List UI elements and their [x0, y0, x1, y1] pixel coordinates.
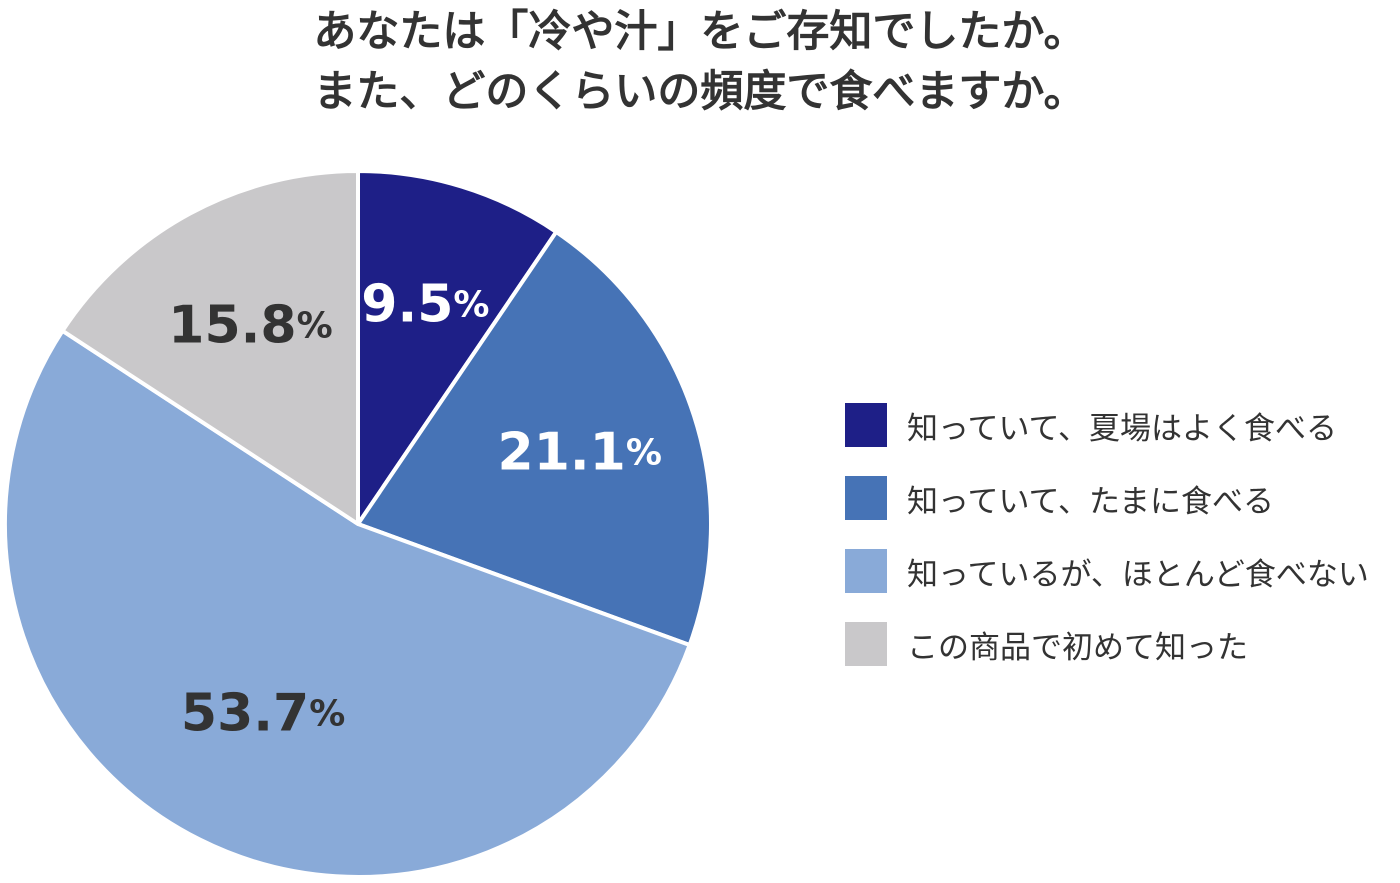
pie-slice — [356, 229, 713, 648]
legend-swatch — [845, 549, 887, 593]
legend-label: この商品で初めて知った — [907, 629, 1248, 666]
pie-slice — [3, 328, 692, 879]
pie-slice — [356, 169, 559, 526]
legend-swatch — [845, 622, 887, 666]
legend-item: 知っているが、ほとんど食べない — [845, 549, 1369, 593]
legend-item: 知っていて、たまに食べる — [845, 476, 1369, 520]
chart-title: あなたは「冷や汁」をご存知でしたか。 また、どのくらいの頻度で食べますか。 — [0, 0, 1400, 122]
legend-label: 知っていて、たまに食べる — [907, 483, 1275, 520]
legend-label: 知っているが、ほとんど食べない — [907, 556, 1369, 593]
legend: 知っていて、夏場はよく食べる 知っていて、たまに食べる 知っているが、ほとんど食… — [845, 403, 1369, 695]
slice-value-label: 15.8% — [168, 295, 332, 355]
legend-label: 知っていて、夏場はよく食べる — [907, 410, 1337, 447]
chart-title-line-2: また、どのくらいの頻度で食べますか。 — [313, 67, 1087, 117]
pie-slice — [60, 169, 360, 526]
legend-item: この商品で初めて知った — [845, 622, 1369, 666]
legend-item: 知っていて、夏場はよく食べる — [845, 403, 1369, 447]
chart-title-line-1: あなたは「冷や汁」をご存知でしたか。 — [313, 7, 1087, 57]
slice-value-label: 21.1% — [498, 422, 662, 482]
slice-value-label: 9.5% — [361, 275, 489, 335]
legend-swatch — [845, 476, 887, 520]
slice-value-label: 53.7% — [181, 683, 345, 743]
legend-swatch — [845, 403, 887, 447]
